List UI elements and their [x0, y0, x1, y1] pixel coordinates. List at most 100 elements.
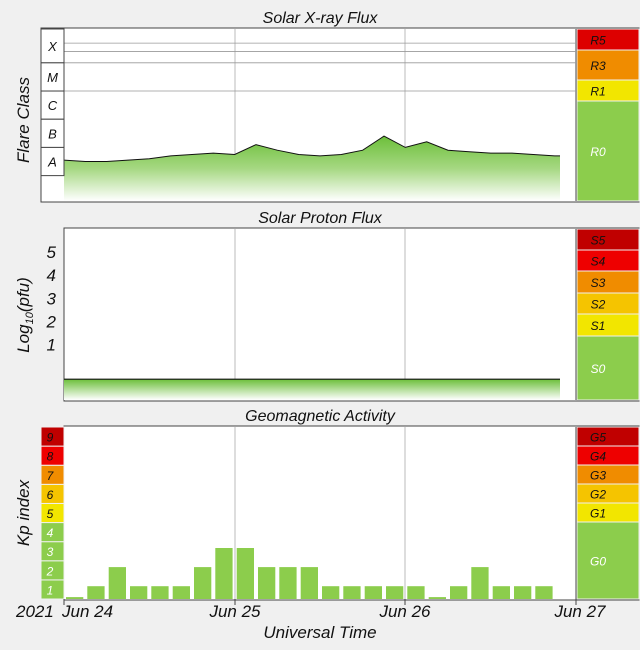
flare-class-label: A [47, 155, 57, 170]
r-scale-cell [576, 100, 640, 202]
x-tick-label: Jun 24 [61, 602, 113, 621]
flare-class-label: B [48, 126, 57, 141]
kp-bar [258, 567, 276, 599]
g-scale-cell [576, 521, 640, 600]
r-scale-cell [576, 28, 640, 51]
g-scale-label: G2 [590, 488, 606, 502]
flare-class-label: M [47, 70, 58, 85]
kp-index-label: 1 [47, 583, 54, 597]
proton-y-ticks: 5 4 3 2 1 [46, 243, 57, 354]
kp-bar [450, 586, 468, 599]
geomag-panel-title: Geomagnetic Activity [245, 408, 396, 425]
g-scale-label: G5 [590, 431, 606, 445]
r-scale-label: R0 [590, 145, 606, 159]
year-label: 2021 [15, 602, 54, 621]
kp-bar [471, 567, 489, 599]
kp-bar [386, 586, 404, 599]
g-scale-column: G5 G4 G3 G2 G1 G0 [576, 426, 640, 600]
kp-index-label: 3 [47, 545, 54, 559]
proton-panel-frame [63, 227, 640, 402]
proton-grid [234, 229, 577, 400]
kp-bar [66, 597, 84, 599]
s-scale-label: S0 [591, 362, 606, 376]
flare-class-label: C [48, 98, 58, 113]
xray-plot [63, 135, 560, 201]
g-scale-cell [576, 464, 640, 485]
xray-panel-title: Solar X-ray Flux [263, 10, 379, 27]
kp-bar [407, 586, 425, 599]
proton-y-tick: 1 [47, 336, 56, 355]
kp-index-label: 8 [47, 450, 54, 464]
g-scale-cell [576, 426, 640, 447]
kp-bar [428, 597, 446, 599]
x-axis-ticks: Jun 24 Jun 25 Jun 26 Jun 27 [61, 599, 606, 621]
s-scale-cell [576, 249, 640, 272]
s-scale-column: S5 S4 S3 S2 S1 S0 [576, 228, 640, 401]
g-scale-label: G0 [590, 555, 606, 569]
g-scale-cell [576, 502, 640, 523]
r-scale-column: R5 R3 R1 R0 [576, 28, 640, 202]
kp-grid [234, 427, 577, 599]
g-scale-label: G3 [590, 469, 606, 483]
kp-bar [364, 586, 382, 599]
kp-bar [151, 586, 169, 599]
kp-bar [108, 567, 126, 599]
kp-bar [172, 586, 190, 599]
kp-bar [535, 586, 553, 599]
g-scale-cell [576, 445, 640, 466]
kp-index-label: 6 [47, 488, 54, 502]
s-scale-label: S3 [591, 276, 606, 290]
s-scale-cell [576, 292, 640, 315]
xray-flux-line [63, 135, 560, 162]
x-tick-label: Jun 27 [553, 602, 606, 621]
s-scale-label: S2 [591, 298, 606, 312]
kp-bar [215, 548, 233, 599]
x-axis-label: Universal Time [263, 623, 376, 642]
geomag-panel-frame [63, 425, 640, 601]
kp-index-label: 5 [47, 507, 54, 521]
x-tick-label: Jun 25 [208, 602, 261, 621]
kp-bar [300, 567, 318, 599]
kp-bar [279, 567, 297, 599]
r-scale-label: R3 [590, 59, 606, 73]
r-scale-label: R5 [590, 34, 606, 48]
g-scale-cell [576, 483, 640, 504]
proton-flux-area [64, 379, 560, 400]
flare-class-label: X [47, 39, 58, 54]
kp-bar [343, 586, 361, 599]
kp-bar [322, 586, 340, 599]
proton-y-tick: 2 [46, 312, 57, 331]
kp-bar [130, 586, 148, 599]
kp-bar [492, 586, 510, 599]
proton-y-tick: 5 [47, 243, 57, 262]
proton-y-axis-label: Log10(pfu) [14, 277, 36, 353]
g-scale-label: G4 [590, 450, 606, 464]
kp-bar [194, 567, 212, 599]
kp-index-label: 9 [47, 431, 54, 445]
proton-panel-title: Solar Proton Flux [258, 210, 383, 227]
kp-index-label: 2 [46, 564, 54, 578]
r-scale-cell [576, 49, 640, 81]
kp-y-axis-label: Kp index [14, 479, 33, 546]
s-scale-cell [576, 313, 640, 337]
s-scale-cell [576, 228, 640, 251]
kp-index-column: 1 2 3 4 5 6 7 8 9 [40, 426, 65, 600]
kp-index-cell [40, 426, 65, 447]
kp-bars [66, 548, 553, 599]
r-scale-label: R1 [590, 85, 605, 99]
kp-index-label: 4 [47, 526, 54, 540]
s-scale-cell [576, 335, 640, 401]
s-scale-label: S5 [591, 234, 606, 248]
r-scale-cell [576, 79, 640, 102]
xray-flux-area [64, 136, 560, 201]
proton-y-tick: 4 [47, 266, 56, 285]
kp-index-label: 7 [47, 469, 55, 483]
s-scale-cell [576, 270, 640, 294]
s-scale-label: S1 [591, 319, 606, 333]
x-tick-label: Jun 26 [378, 602, 431, 621]
xray-y-axis-label: Flare Class [14, 77, 33, 163]
kp-bar [87, 586, 105, 599]
